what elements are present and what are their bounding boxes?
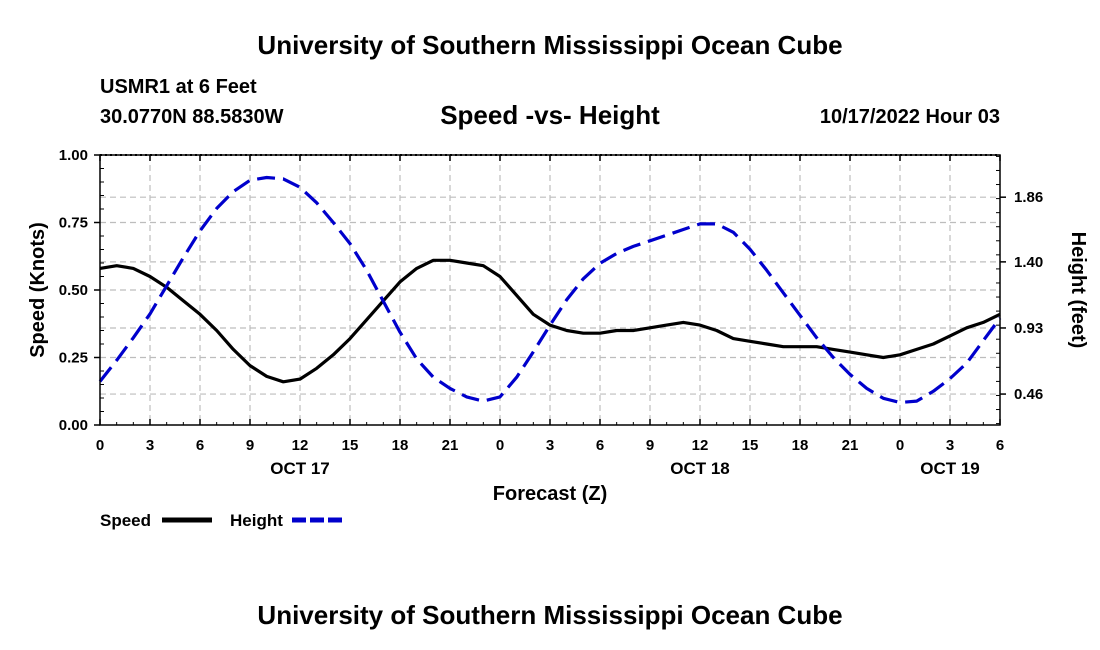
series-layer xyxy=(98,175,1002,405)
station-label: USMR1 at 6 Feet xyxy=(100,76,257,98)
chart-subtitle: Speed -vs- Height xyxy=(440,100,660,130)
x-tick-label: 21 xyxy=(442,437,459,454)
y2-tick-label: 0.93 xyxy=(1014,320,1043,337)
date-label: OCT 19 xyxy=(920,459,980,478)
height-series-line xyxy=(98,175,1002,405)
x-tick-label: 12 xyxy=(692,437,709,454)
x-tick-label: 12 xyxy=(292,437,309,454)
x-tick-label: 15 xyxy=(742,437,759,454)
y2-tick-label: 0.46 xyxy=(1014,386,1043,403)
x-tick-label: 6 xyxy=(996,437,1004,454)
y-tick-label: 0.25 xyxy=(59,350,88,367)
y-tick-label: 0.50 xyxy=(59,282,88,299)
x-tick-label: 3 xyxy=(946,437,954,454)
x-tick-label: 9 xyxy=(646,437,654,454)
y-tick-label: 0.75 xyxy=(59,215,88,232)
x-tick-label: 6 xyxy=(596,437,604,454)
legend: Speed Height xyxy=(100,511,342,530)
x-tick-label: 3 xyxy=(146,437,154,454)
date-label: OCT 17 xyxy=(270,459,330,478)
axis-layer: 0 3 6 9 12 15 18 21 0 3 6 9 12 15 18 21 0 3 6 OCT 17 OCT 18 O… xyxy=(27,147,1089,505)
y2-tick-label: 1.40 xyxy=(1014,254,1043,271)
x-tick-label: 0 xyxy=(96,437,104,454)
x-tick-label: 18 xyxy=(792,437,809,454)
y-tick-label: 1.00 xyxy=(59,147,88,164)
speed-series-line xyxy=(99,258,1001,384)
coordinates-label: 30.0770N 88.5830W xyxy=(100,106,284,128)
footer-title: University of Southern Mississippi Ocean… xyxy=(257,600,843,630)
grid-layer xyxy=(100,154,1000,425)
y2-tick-label: 1.86 xyxy=(1014,189,1043,206)
legend-label-speed: Speed xyxy=(100,511,151,530)
x-tick-label: 0 xyxy=(496,437,504,454)
legend-label-height: Height xyxy=(230,511,283,530)
x-axis-label: Forecast (Z) xyxy=(493,483,607,505)
main-title: University of Southern Mississippi Ocean… xyxy=(257,30,843,60)
x-tick-label: 9 xyxy=(246,437,254,454)
timestamp-label: 10/17/2022 Hour 03 xyxy=(819,106,1000,128)
y2-axis-label: Height (feet) xyxy=(1067,232,1089,349)
x-tick-label: 0 xyxy=(896,437,904,454)
x-tick-label: 6 xyxy=(196,437,204,454)
x-tick-label: 21 xyxy=(842,437,859,454)
x-tick-label: 15 xyxy=(342,437,359,454)
x-tick-label: 18 xyxy=(392,437,409,454)
y-axis-label: Speed (Knots) xyxy=(27,222,49,358)
x-tick-label: 3 xyxy=(546,437,554,454)
y-tick-label: 0.00 xyxy=(59,417,88,434)
date-label: OCT 18 xyxy=(670,459,730,478)
